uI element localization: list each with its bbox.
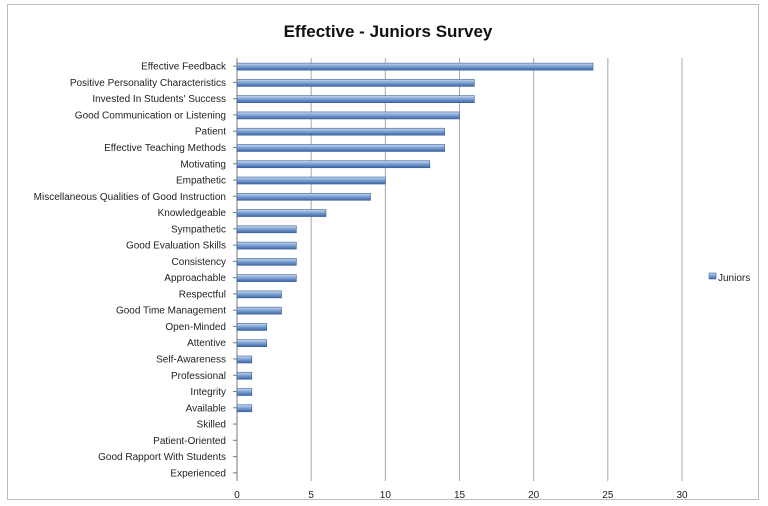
- bar: [236, 176, 386, 185]
- category-label: Good Communication or Listening: [75, 110, 226, 121]
- category-label: Integrity: [190, 387, 226, 398]
- bar: [236, 209, 327, 217]
- x-tick-label: 25: [602, 490, 614, 501]
- bar: [236, 404, 253, 413]
- x-tick-label: 0: [234, 490, 240, 501]
- category-label: Knowledgeable: [158, 208, 227, 219]
- bar: [236, 306, 282, 315]
- category-label: Professional: [171, 371, 226, 382]
- x-tick-label: 20: [528, 490, 540, 501]
- chart-title: Effective - Juniors Survey: [284, 22, 493, 41]
- x-tick-label: 10: [380, 490, 392, 501]
- bar: [236, 323, 267, 331]
- bar: [236, 355, 253, 364]
- category-label: Available: [186, 403, 227, 414]
- x-tick-label: 30: [676, 490, 688, 501]
- category-label: Open-Minded: [165, 322, 226, 333]
- category-label: Approachable: [164, 273, 226, 284]
- category-label: Patient-Oriented: [153, 436, 226, 447]
- bar: [236, 258, 297, 266]
- category-label: Empathetic: [176, 176, 226, 187]
- x-tick-label: 5: [308, 490, 314, 501]
- category-label: Good Evaluation Skills: [126, 241, 226, 252]
- category-label: Self-Awareness: [156, 354, 226, 365]
- category-label: Effective Feedback: [141, 62, 227, 73]
- bar: [236, 79, 475, 87]
- legend-label-juniors: Juniors: [718, 273, 750, 284]
- legend-swatch-juniors: [708, 272, 717, 280]
- bar: [236, 62, 594, 71]
- bar: [236, 111, 460, 120]
- category-label: Consistency: [172, 257, 226, 268]
- legend: Juniors: [708, 272, 750, 284]
- bar: [236, 388, 253, 396]
- bar-layer: [236, 62, 594, 413]
- bar: [236, 339, 267, 348]
- category-label: Good Rapport With Students: [98, 452, 226, 463]
- category-label: Invested In Students' Success: [92, 94, 226, 105]
- category-label: Good Time Management: [116, 306, 226, 317]
- bar: [236, 192, 371, 201]
- bar: [236, 127, 445, 136]
- bar: [236, 225, 297, 234]
- bar: [236, 241, 297, 250]
- bar: [236, 290, 282, 299]
- category-label: Patient: [195, 127, 226, 138]
- category-label: Skilled: [197, 420, 226, 431]
- grid-layer: [236, 58, 683, 481]
- category-label: Miscellaneous Qualities of Good Instruct…: [34, 192, 226, 203]
- category-label: Motivating: [180, 159, 226, 170]
- x-axis-ticks: 0 5 10 15 20 25 30: [233, 65, 688, 501]
- category-label: Effective Teaching Methods: [104, 143, 226, 154]
- category-label: Respectful: [179, 289, 226, 300]
- bar: [236, 160, 431, 169]
- bar: [236, 95, 475, 103]
- x-tick-label: 15: [454, 490, 466, 501]
- category-labels: Effective Feedback Positive Personality C…: [34, 62, 227, 480]
- category-label: Positive Personality Characteristics: [70, 78, 226, 89]
- bar: [236, 274, 297, 282]
- category-label: Experienced: [170, 468, 226, 479]
- bar: [236, 371, 253, 380]
- category-label: Attentive: [187, 338, 226, 349]
- category-label: Sympathetic: [171, 224, 226, 235]
- bar: [236, 144, 445, 152]
